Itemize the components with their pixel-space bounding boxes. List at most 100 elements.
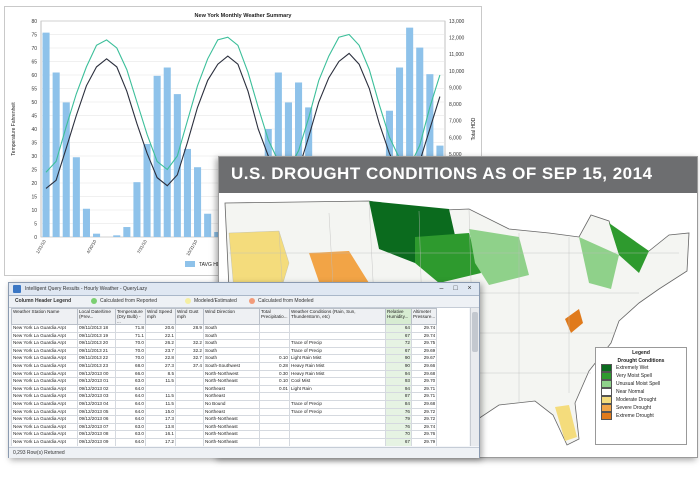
table-cell bbox=[259, 399, 290, 409]
table-row[interactable]: New York La Guardia Arpt 09/12/2013 04 64.… bbox=[11, 399, 438, 409]
legend-swatch bbox=[601, 404, 612, 412]
table-cell: 64.0 bbox=[115, 437, 146, 446]
legend-label-hdd: TAVG HDD bbox=[199, 262, 224, 268]
table-row[interactable]: New York La Guardia Arpt 09/12/2013 09 64.… bbox=[11, 437, 438, 446]
legend-row: Severe Drought bbox=[601, 404, 686, 412]
table-cell: 64 bbox=[385, 324, 412, 333]
table-cell: 67 bbox=[385, 437, 412, 446]
yellow-dot-icon bbox=[185, 298, 191, 304]
table-cell: New York La Guardia Arpt bbox=[11, 346, 78, 356]
table-cell: 29.69 bbox=[410, 346, 438, 356]
column-header[interactable]: Weather Conditions (Rain, Sun, Thunderst… bbox=[289, 308, 386, 325]
table-cell: Heavy Rain Mist bbox=[289, 361, 386, 371]
table-cell: 71.1 bbox=[115, 331, 146, 341]
table-cell bbox=[175, 415, 204, 424]
hdd-bar bbox=[143, 143, 151, 237]
table-cell: 29.72 bbox=[410, 407, 438, 417]
column-header[interactable]: Weather Station Name bbox=[11, 308, 78, 325]
table-row[interactable]: New York La Guardia Arpt 09/11/2013 18 71.… bbox=[11, 324, 438, 333]
table-cell bbox=[175, 399, 204, 409]
table-cell: 22.8 bbox=[145, 354, 176, 363]
table-row[interactable]: New York La Guardia Arpt 09/11/2013 20 70.… bbox=[11, 339, 438, 348]
y-tick-label: 20 bbox=[31, 181, 37, 187]
column-header[interactable]: Total Precipitatio... bbox=[259, 308, 290, 325]
table-cell bbox=[259, 339, 290, 348]
table-cell bbox=[175, 384, 204, 394]
y-tick-label: 65 bbox=[31, 60, 37, 66]
legend-title: Legend bbox=[632, 350, 650, 356]
table-cell: New York La Guardia Arpt bbox=[11, 430, 78, 439]
table-cell: 79 bbox=[385, 415, 412, 424]
column-header[interactable]: Temperature (Dry Bulb) - ... bbox=[115, 308, 146, 325]
results-table: Weather Station Name Local Date/time (Pre… bbox=[11, 308, 469, 446]
table-cell: South bbox=[203, 331, 260, 341]
legend-subtitle: Drought Conditions bbox=[617, 358, 665, 364]
table-cell: 70.0 bbox=[115, 346, 146, 356]
app-icon bbox=[13, 285, 21, 293]
vertical-scrollbar[interactable] bbox=[470, 308, 479, 446]
table-row[interactable]: New York La Guardia Arpt 09/12/2013 01 63.… bbox=[11, 377, 438, 386]
legend-row: Near Normal bbox=[601, 388, 686, 396]
table-cell: 0.10 bbox=[259, 377, 290, 386]
table-row[interactable]: New York La Guardia Arpt 09/11/2013 22 70.… bbox=[11, 354, 438, 363]
close-icon[interactable]: × bbox=[467, 285, 472, 292]
hdd-bar bbox=[214, 232, 222, 237]
table-cell bbox=[145, 384, 176, 394]
table-cell: 11.5 bbox=[145, 392, 176, 401]
y2-tick-label: 9,000 bbox=[449, 85, 462, 91]
table-cell: 76 bbox=[385, 422, 412, 432]
table-cell: 87 bbox=[385, 392, 412, 401]
hdd-bar bbox=[133, 182, 141, 237]
column-header[interactable]: Wind Gust mph bbox=[175, 308, 204, 325]
column-header[interactable]: Local Date/time (Prev... bbox=[77, 308, 116, 325]
scrollbar-thumb[interactable] bbox=[472, 312, 478, 352]
query-results-window: Intelligent Query Results - Hourly Weath… bbox=[8, 282, 480, 458]
column-header[interactable]: Altimeter Pressure... bbox=[410, 308, 438, 325]
table-row[interactable]: New York La Guardia Arpt 09/12/2013 08 63.… bbox=[11, 430, 438, 439]
maximize-icon[interactable]: □ bbox=[453, 285, 458, 292]
legend-item-modeled: Modeled/Estimated bbox=[185, 298, 237, 304]
table-cell: 09/11/2013 22 bbox=[77, 354, 116, 363]
table-cell: 93 bbox=[385, 377, 412, 386]
table-cell bbox=[289, 331, 386, 341]
table-row[interactable]: New York La Guardia Arpt 09/12/2013 02 64.… bbox=[11, 384, 438, 394]
table-cell: No Bound bbox=[203, 399, 260, 409]
table-row[interactable]: New York La Guardia Arpt 09/12/2013 06 64.… bbox=[11, 415, 438, 424]
table-row[interactable]: New York La Guardia Arpt 09/11/2013 19 71.… bbox=[11, 331, 438, 341]
legend-row: Extreme Drought bbox=[601, 412, 686, 420]
table-cell bbox=[259, 331, 290, 341]
table-cell: South bbox=[203, 354, 260, 363]
hdd-bar bbox=[274, 72, 282, 237]
table-cell: Northeast bbox=[203, 407, 260, 417]
table-cell: Heavy Rain Mist bbox=[289, 369, 386, 379]
minimize-icon[interactable]: – bbox=[439, 285, 444, 292]
table-cell: 63.0 bbox=[115, 377, 146, 386]
table-row[interactable]: New York La Guardia Arpt 09/11/2013 23 68.… bbox=[11, 361, 438, 371]
table-cell: 09/12/2013 08 bbox=[77, 430, 116, 439]
table-cell: 29.70 bbox=[410, 377, 438, 386]
table-row[interactable]: New York La Guardia Arpt 09/12/2013 00 66.… bbox=[11, 369, 438, 379]
window-titlebar[interactable]: Intelligent Query Results - Hourly Weath… bbox=[9, 283, 479, 296]
table-cell: North-Northeast bbox=[203, 437, 260, 446]
table-row[interactable]: New York La Guardia Arpt 09/11/2013 21 70.… bbox=[11, 346, 438, 356]
table-cell: 11.5 bbox=[145, 377, 176, 386]
table-cell: 09/12/2013 04 bbox=[77, 399, 116, 409]
y2-tick-label: 13,000 bbox=[449, 19, 465, 25]
table-cell bbox=[175, 369, 204, 379]
column-header[interactable]: Relative Humidity... bbox=[385, 308, 412, 325]
column-header[interactable]: Wind Speed mph bbox=[145, 308, 176, 325]
table-cell bbox=[175, 392, 204, 401]
column-header[interactable]: Wind Direction bbox=[203, 308, 260, 325]
table-row[interactable]: New York La Guardia Arpt 09/12/2013 05 64.… bbox=[11, 407, 438, 417]
max-temp-line bbox=[45, 33, 441, 173]
table-row[interactable]: New York La Guardia Arpt 09/12/2013 03 64.… bbox=[11, 392, 438, 401]
table-cell: 29.71 bbox=[410, 392, 438, 401]
table-row[interactable]: New York La Guardia Arpt 09/12/2013 07 63.… bbox=[11, 422, 438, 432]
table-cell: Northeast bbox=[203, 392, 260, 401]
table-cell bbox=[175, 377, 204, 386]
map-title: U.S. DROUGHT CONDITIONS AS OF SEP 15, 20… bbox=[231, 164, 653, 183]
table-cell: 23.7 bbox=[145, 346, 176, 356]
table-cell bbox=[289, 422, 386, 432]
table-cell: 29.76 bbox=[410, 430, 438, 439]
table-cell: Cool Mist bbox=[289, 377, 386, 386]
